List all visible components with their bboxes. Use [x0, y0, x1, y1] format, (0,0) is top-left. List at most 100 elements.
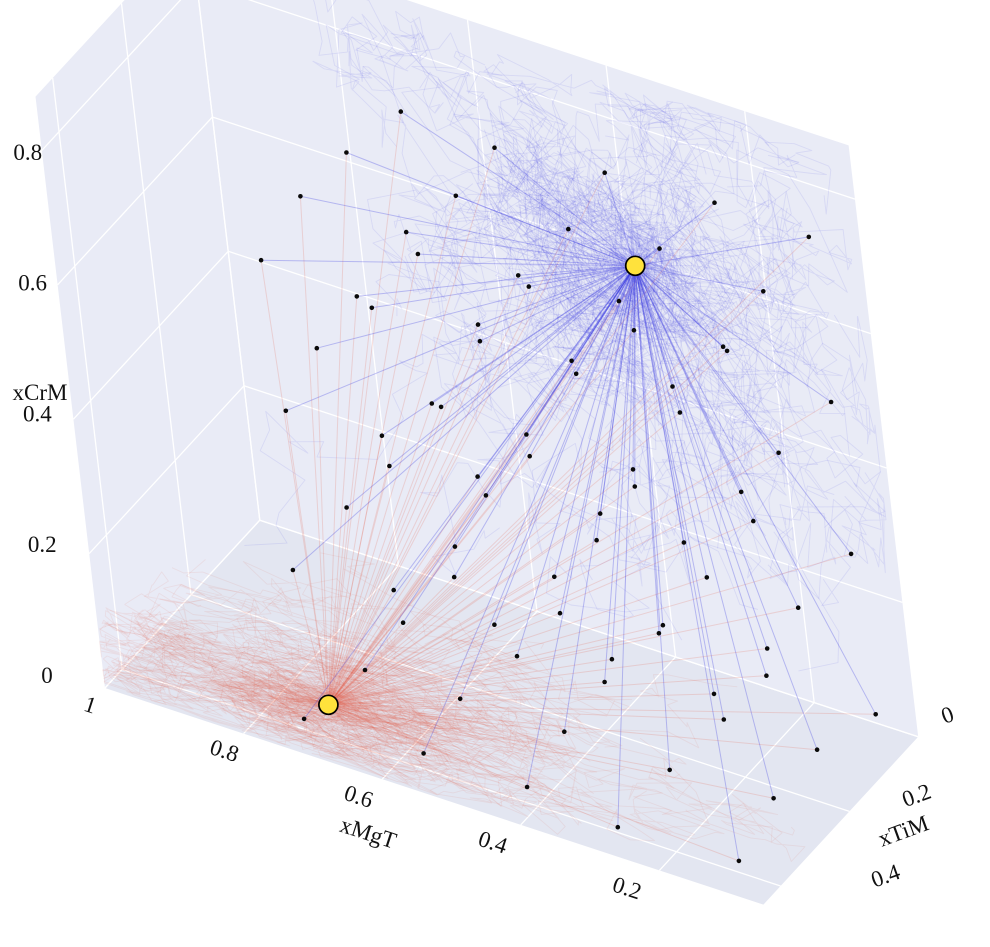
mixing-line-red: [327, 232, 407, 705]
x-tick-label: 0.8: [207, 734, 242, 767]
walk-trace-blue: [589, 170, 723, 330]
mixing-line-blue: [528, 265, 636, 288]
mixing-line-blue: [634, 265, 708, 578]
node-dot: [475, 322, 481, 327]
mixing-line-blue: [634, 265, 724, 348]
mixing-line-red: [328, 495, 487, 706]
x-tick-label: 1: [81, 691, 100, 718]
mixing-line-blue: [633, 265, 636, 331]
mixing-line-red: [327, 111, 402, 705]
node-dot: [569, 358, 574, 364]
walk-trace-red: [163, 633, 633, 721]
grid-line: [605, 65, 677, 657]
mixing-line-blue: [402, 265, 636, 623]
mixing-line-blue: [393, 265, 636, 591]
mixing-line-blue: [634, 202, 715, 267]
walk-trace-blue: [460, 133, 636, 304]
mixing-line-blue: [617, 265, 636, 828]
mixing-line-blue: [431, 265, 636, 404]
walk-trace-red: [244, 677, 578, 781]
node-dot: [314, 345, 320, 351]
walk-trace-red: [267, 578, 495, 760]
mixing-line-red: [327, 434, 527, 706]
walk-trace-red: [328, 685, 783, 843]
mixing-line-red: [328, 202, 715, 706]
mixing-line-blue: [634, 265, 832, 403]
walk-trace-blue: [545, 146, 690, 322]
mixing-line-red: [328, 455, 531, 706]
node-dot: [552, 574, 557, 580]
walk-trace-blue: [634, 236, 886, 522]
mixing-line-blue: [485, 265, 636, 496]
z-tick-label: 0.8: [13, 140, 42, 165]
grid-line: [331, 0, 400, 566]
walk-trace-blue: [484, 54, 683, 266]
mixing-line-red: [328, 704, 670, 771]
mixing-line-blue: [493, 265, 636, 625]
walk-trace-red: [123, 611, 431, 734]
mixing-line-blue: [634, 265, 775, 799]
node-dot: [721, 717, 727, 722]
walk-trace-blue: [509, 160, 645, 351]
mixing-line-red: [292, 569, 329, 705]
walk-trace-blue: [506, 81, 646, 266]
grid-line: [120, 3, 192, 595]
walk-trace-blue: [517, 214, 738, 451]
walk-trace-red: [99, 607, 334, 707]
mixing-line-red: [328, 576, 555, 706]
mixing-line-red: [328, 412, 681, 706]
node-dot: [594, 537, 599, 543]
mixing-line-blue: [635, 265, 764, 292]
grid-line: [121, 668, 781, 887]
walk-trace-blue: [443, 195, 683, 641]
mixing-line-blue: [346, 152, 636, 267]
node-dot: [602, 679, 607, 685]
mixing-line-red: [328, 704, 528, 788]
mixing-line-blue: [356, 265, 636, 297]
node-dot: [670, 384, 675, 389]
walk-trace-blue: [634, 245, 887, 574]
mixing-line-blue: [529, 265, 636, 457]
walk-trace-red: [138, 627, 367, 739]
walk-trace-blue: [483, 112, 676, 340]
node-dot: [524, 432, 529, 437]
walk-trace-blue: [437, 50, 636, 267]
node-dot: [429, 401, 435, 406]
node-dot: [298, 194, 303, 199]
walk-trace-red: [265, 630, 427, 747]
mixing-line-red: [328, 469, 634, 706]
node-dot: [597, 511, 603, 516]
node-dot: [630, 467, 636, 472]
mixing-line-blue: [316, 265, 636, 349]
walk-trace-blue: [600, 112, 792, 488]
node-dot: [814, 747, 820, 752]
mixing-line-red: [327, 253, 419, 705]
walk-trace-blue: [476, 100, 654, 294]
walk-trace-red: [115, 644, 329, 730]
node-dot: [677, 410, 683, 415]
walk-trace-blue: [372, 211, 636, 340]
pane-right-wall: [198, 0, 919, 737]
mixing-line-blue: [516, 265, 636, 657]
mixing-line-blue: [553, 265, 636, 577]
node-dot: [379, 433, 385, 439]
walk-trace-blue: [454, 243, 637, 445]
walk-trace-red: [219, 680, 405, 742]
walk-trace-red: [213, 616, 503, 779]
mixing-line-red: [328, 542, 685, 706]
walk-trace-blue: [313, 0, 636, 278]
mixing-line-blue: [634, 265, 799, 608]
node-dot: [557, 610, 563, 616]
mixing-line-blue: [406, 231, 636, 267]
node-dot: [720, 344, 726, 350]
mixing-line-red: [328, 346, 724, 706]
z-tick-label: 0.2: [28, 532, 57, 557]
node-dot: [631, 328, 637, 333]
mixing-line-red: [328, 486, 636, 706]
mixing-line-red: [328, 704, 618, 828]
node-dot: [602, 170, 607, 175]
mixing-line-red: [327, 296, 358, 705]
mixing-lines: [260, 111, 877, 862]
mixing-line-red: [328, 622, 404, 706]
mixing-line-red: [328, 329, 635, 706]
